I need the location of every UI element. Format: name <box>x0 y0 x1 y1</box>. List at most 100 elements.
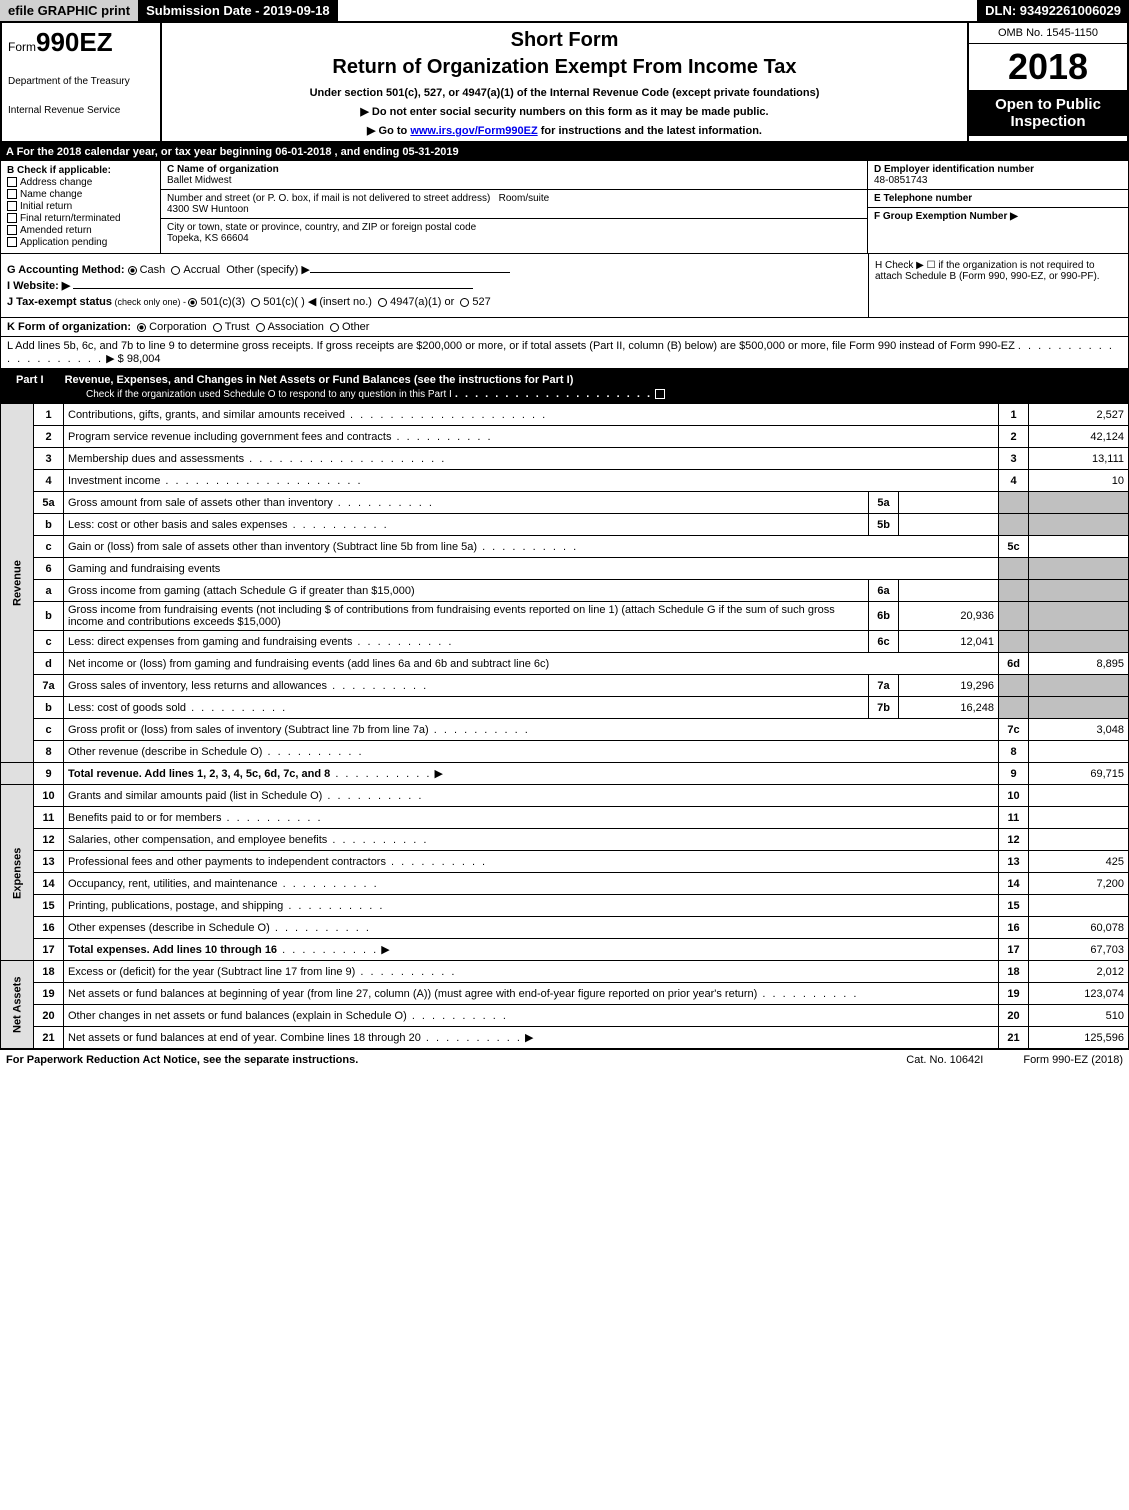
goto-suffix: for instructions and the latest informat… <box>538 125 762 137</box>
line-4-amt: 10 <box>1029 470 1129 492</box>
line-15-num: 15 <box>34 895 64 917</box>
k-trust-radio[interactable] <box>213 323 222 332</box>
line-17-num: 17 <box>34 939 64 961</box>
line-5a-sub: 5a <box>869 492 899 514</box>
line-9-amt: 69,715 <box>1029 763 1129 785</box>
header-block: Form990EZ Department of the Treasury Int… <box>0 23 1129 143</box>
line-6a-subval <box>899 580 999 602</box>
k-other-radio[interactable] <box>330 323 339 332</box>
line-6c-desc: Less: direct expenses from gaming and fu… <box>68 636 453 648</box>
open-public: Open to Public Inspection <box>969 90 1127 136</box>
header-right: OMB No. 1545-1150 2018 Open to Public In… <box>967 23 1127 141</box>
line-10-num: 10 <box>34 785 64 807</box>
ghi-left: G Accounting Method: Cash Accrual Other … <box>1 254 868 317</box>
final-return-checkbox[interactable]: Final return/terminated <box>7 213 154 224</box>
line-1-num: 1 <box>34 404 64 426</box>
j-label: J Tax-exempt status <box>7 296 112 308</box>
line-18-desc: Excess or (deficit) for the year (Subtra… <box>68 966 456 978</box>
col-c: C Name of organization Ballet Midwest Nu… <box>161 161 868 253</box>
line-13-amt: 425 <box>1029 851 1129 873</box>
k-other-label: Other <box>342 321 370 333</box>
irs: Internal Revenue Service <box>8 105 154 116</box>
line-6c-subval: 12,041 <box>899 631 999 653</box>
street-address: 4300 SW Huntoon <box>167 204 249 215</box>
line-5b-shade <box>999 514 1029 536</box>
line-1-amt: 2,527 <box>1029 404 1129 426</box>
b-title: B Check if applicable: <box>7 165 154 176</box>
j-527-radio[interactable] <box>460 298 469 307</box>
form-number: 990EZ <box>36 27 113 57</box>
website-blank[interactable] <box>73 288 473 289</box>
j-501c3-radio[interactable] <box>188 298 197 307</box>
line-6b-sub: 6b <box>869 602 899 631</box>
line-6b-shade2 <box>1029 602 1129 631</box>
line-20-desc: Other changes in net assets or fund bala… <box>68 1010 508 1022</box>
line-11-desc: Benefits paid to or for members <box>68 812 323 824</box>
part-i-check-note: Check if the organization used Schedule … <box>86 389 452 400</box>
expenses-section-label: Expenses <box>1 785 34 961</box>
line-2-ln: 2 <box>999 426 1029 448</box>
cash-radio[interactable] <box>128 266 137 275</box>
j-501c-radio[interactable] <box>251 298 260 307</box>
amended-return-checkbox[interactable]: Amended return <box>7 225 154 236</box>
line-7a-num: 7a <box>34 675 64 697</box>
line-6a-desc: Gross income from gaming (attach Schedul… <box>64 580 869 602</box>
h-text: H Check ▶ ☐ if the organization is not r… <box>875 260 1100 282</box>
initial-return-checkbox[interactable]: Initial return <box>7 201 154 212</box>
goto-prefix: ▶ Go to <box>367 125 410 137</box>
line-9-desc: Total revenue. Add lines 1, 2, 3, 4, 5c,… <box>68 768 330 780</box>
part-i-label: Part I <box>6 372 54 388</box>
line-6a-sub: 6a <box>869 580 899 602</box>
line-2-num: 2 <box>34 426 64 448</box>
l-amount-prefix: ▶ $ <box>106 353 127 365</box>
line-6d-desc: Net income or (loss) from gaming and fun… <box>64 653 999 675</box>
line-6d-num: d <box>34 653 64 675</box>
address-change-checkbox[interactable]: Address change <box>7 177 154 188</box>
line-17-amt: 67,703 <box>1029 939 1129 961</box>
line-6b-num: b <box>34 602 64 631</box>
accrual-radio[interactable] <box>171 266 180 275</box>
j-4947-radio[interactable] <box>378 298 387 307</box>
line-7a-desc: Gross sales of inventory, less returns a… <box>68 680 428 692</box>
efile-button[interactable]: efile GRAPHIC print <box>0 0 138 21</box>
line-2-desc: Program service revenue including govern… <box>68 431 493 443</box>
line-7c-desc: Gross profit or (loss) from sales of inv… <box>68 724 530 736</box>
line-13-num: 13 <box>34 851 64 873</box>
i-label: I Website: ▶ <box>7 280 70 292</box>
line-8-num: 8 <box>34 741 64 763</box>
line-15-desc: Printing, publications, postage, and shi… <box>68 900 384 912</box>
line-5a-shade <box>999 492 1029 514</box>
line-2-amt: 42,124 <box>1029 426 1129 448</box>
k-assoc-radio[interactable] <box>256 323 265 332</box>
row-l: L Add lines 5b, 6c, and 7b to line 9 to … <box>0 337 1129 369</box>
application-pending-checkbox[interactable]: Application pending <box>7 237 154 248</box>
other-blank[interactable] <box>310 272 510 273</box>
line-9-num: 9 <box>34 763 64 785</box>
line-5c-desc: Gain or (loss) from sale of assets other… <box>68 541 578 553</box>
line-5b-shade2 <box>1029 514 1129 536</box>
c-name-label: C Name of organization <box>167 164 279 175</box>
line-19-ln: 19 <box>999 983 1029 1005</box>
line-16-amt: 60,078 <box>1029 917 1129 939</box>
col-right: D Employer identification number 48-0851… <box>868 161 1128 253</box>
part-i-checkbox[interactable] <box>655 389 665 399</box>
city-state-zip: Topeka, KS 66604 <box>167 233 249 244</box>
name-change-checkbox[interactable]: Name change <box>7 189 154 200</box>
line-11-num: 11 <box>34 807 64 829</box>
line-21-amt: 125,596 <box>1029 1027 1129 1049</box>
row-a: A For the 2018 calendar year, or tax yea… <box>0 143 1129 161</box>
line-20-ln: 20 <box>999 1005 1029 1027</box>
part-i-dots <box>455 388 652 400</box>
k-label: K Form of organization: <box>7 321 131 333</box>
line-6b-desc1: Gross income from fundraising events (no… <box>68 604 331 616</box>
line-5b-subval <box>899 514 999 536</box>
g-label: G Accounting Method: <box>7 264 125 276</box>
k-corp-radio[interactable] <box>137 323 146 332</box>
irs-link[interactable]: www.irs.gov/Form990EZ <box>410 125 537 137</box>
tax-year-end: 05-31-2019 <box>402 146 458 158</box>
l-text: L Add lines 5b, 6c, and 7b to line 9 to … <box>7 340 1015 352</box>
other-label: Other (specify) ▶ <box>226 264 310 276</box>
line-7a-shade <box>999 675 1029 697</box>
return-title: Return of Organization Exempt From Incom… <box>168 56 961 79</box>
line-6c-shade2 <box>1029 631 1129 653</box>
